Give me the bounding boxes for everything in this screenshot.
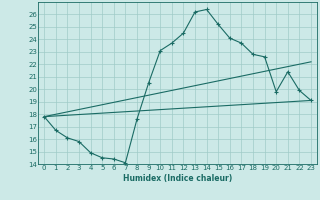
X-axis label: Humidex (Indice chaleur): Humidex (Indice chaleur) — [123, 174, 232, 183]
